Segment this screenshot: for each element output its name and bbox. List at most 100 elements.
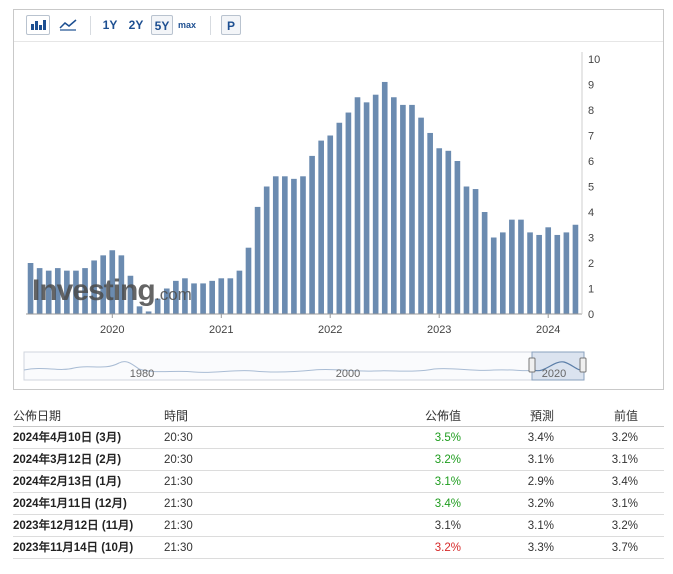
toolbar-divider	[210, 16, 211, 35]
chart-bar[interactable]	[36, 268, 43, 314]
range-2y-button[interactable]: 2Y	[128, 18, 144, 32]
table-row: 2024年3月12日 (2月) 20:30 3.2% 3.1% 3.1%	[13, 449, 664, 471]
chart-bar[interactable]	[336, 122, 343, 314]
actual-value: 3.2%	[434, 454, 461, 466]
chart-bar[interactable]	[73, 270, 79, 314]
chart-bar[interactable]	[245, 247, 252, 314]
chart-bar[interactable]	[272, 176, 279, 314]
chart-bar[interactable]	[400, 104, 406, 315]
chart-bar[interactable]	[454, 161, 461, 314]
chart-bar[interactable]	[472, 189, 479, 314]
release-time: 21:30	[164, 476, 193, 488]
chart-bar[interactable]	[173, 280, 179, 314]
chart-bar[interactable]	[182, 278, 188, 314]
chart-bar[interactable]	[118, 255, 125, 314]
chart-bar[interactable]	[45, 270, 52, 314]
chart-bar[interactable]	[391, 97, 397, 314]
chart-bar[interactable]	[54, 268, 61, 314]
header-actual[interactable]: 公佈值	[424, 409, 461, 423]
chart-bar[interactable]	[263, 186, 270, 315]
chart-bar[interactable]	[127, 275, 134, 314]
chart-bar[interactable]	[499, 232, 506, 314]
chart-bar[interactable]	[200, 283, 206, 314]
chart-bar[interactable]	[490, 237, 497, 315]
chart-bar[interactable]	[327, 135, 334, 315]
header-forecast[interactable]: 預測	[529, 409, 554, 423]
chart-panel: 1Y 2Y 5Y max P Investing .com 0 1 2 3 4 5 6 7 8 9…	[13, 9, 664, 390]
y-tick-label: 2	[588, 258, 594, 270]
chart-bar[interactable]	[154, 298, 161, 314]
p-button[interactable]: P	[221, 15, 241, 35]
release-time: 21:30	[164, 498, 193, 510]
chart-bar[interactable]	[536, 234, 542, 314]
previous-value: 3.2%	[611, 432, 638, 444]
chart-bar[interactable]	[109, 250, 116, 314]
release-date: 2023年11月14日 (10月)	[13, 542, 134, 554]
chart-bar[interactable]	[481, 212, 488, 314]
chart-bar[interactable]	[518, 219, 524, 314]
x-tick-label: 2023	[427, 324, 451, 336]
range-1y-button[interactable]: 1Y	[102, 18, 118, 32]
investing-watermark: Investing .com	[32, 274, 192, 307]
chart-bar[interactable]	[91, 260, 97, 314]
chart-bar[interactable]	[418, 117, 424, 315]
range-max-button[interactable]: max	[177, 20, 196, 30]
chart-bar[interactable]	[145, 311, 152, 314]
chart-bar[interactable]	[409, 104, 415, 315]
chart-bar[interactable]	[309, 155, 315, 314]
navigator-left-handle	[528, 357, 536, 373]
previous-value: 3.1%	[611, 498, 638, 510]
chart-bar[interactable]	[563, 232, 570, 314]
chart-bar[interactable]	[291, 178, 297, 314]
range-5y-button[interactable]: 5Y	[151, 15, 173, 35]
chart-bar[interactable]	[463, 186, 470, 315]
chart-bar[interactable]	[354, 97, 361, 314]
chart-bar[interactable]	[527, 232, 533, 314]
y-tick-label: 4	[588, 207, 594, 219]
table-header: 公佈日期 時間 公佈值 預測 前值	[13, 405, 664, 427]
chart-bar[interactable]	[345, 112, 352, 314]
header-previous[interactable]: 前值	[613, 409, 638, 423]
chart-bar[interactable]	[27, 263, 34, 314]
chart-bar[interactable]	[509, 219, 515, 314]
y-tick-label: 7	[588, 131, 594, 143]
chart-bar[interactable]	[545, 227, 552, 314]
chart-bar[interactable]	[136, 306, 143, 314]
chart-bar[interactable]	[436, 148, 443, 314]
header-date[interactable]: 公佈日期	[13, 409, 62, 423]
chart-bar[interactable]	[300, 176, 306, 314]
chart-bar[interactable]	[381, 81, 388, 314]
chart-bar[interactable]	[427, 132, 433, 314]
release-date: 2023年12月12日 (11月)	[13, 520, 134, 532]
chart-bar[interactable]	[82, 268, 88, 314]
chart-bar[interactable]	[64, 270, 70, 314]
chart-bar[interactable]	[318, 140, 324, 314]
chart-bar[interactable]	[100, 255, 107, 314]
y-tick-label: 3	[588, 233, 594, 245]
y-tick-label: 8	[588, 105, 594, 117]
y-tick-label: 9	[588, 80, 594, 92]
chart-bar[interactable]	[282, 176, 288, 314]
header-time[interactable]: 時間	[164, 409, 189, 423]
release-date: 2024年3月12日 (2月)	[13, 454, 122, 466]
chart-bar[interactable]	[191, 283, 197, 314]
chart-bar[interactable]	[372, 94, 379, 314]
previous-value: 3.7%	[611, 542, 638, 554]
navigator-right-handle	[579, 357, 587, 373]
y-tick-label: 10	[588, 54, 600, 66]
chart-bar[interactable]	[572, 224, 579, 314]
range-navigator[interactable]: 1980 2000 2020	[14, 348, 663, 386]
chart-bar[interactable]	[445, 150, 452, 314]
bar-chart-icon[interactable]	[26, 15, 50, 35]
area-chart-icon[interactable]	[56, 15, 80, 35]
chart-bar[interactable]	[163, 288, 170, 315]
chart-bar[interactable]	[236, 270, 243, 314]
chart-bar[interactable]	[209, 280, 215, 314]
chart-bar[interactable]	[363, 102, 370, 314]
chart-bar[interactable]	[554, 234, 561, 314]
forecast-value: 3.1%	[527, 520, 554, 532]
chart-bar[interactable]	[227, 278, 234, 314]
chart-bar[interactable]	[254, 206, 261, 314]
x-tick-label: 2022	[318, 324, 342, 336]
chart-bar[interactable]	[218, 278, 225, 314]
